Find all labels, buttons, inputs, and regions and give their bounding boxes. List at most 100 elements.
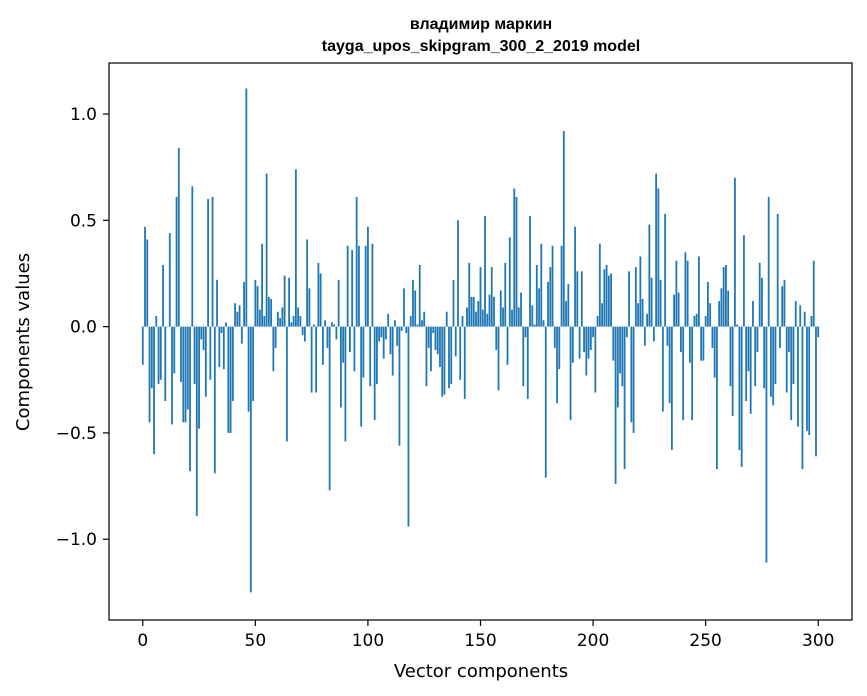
bar [317,262,320,327]
x-tick-label: 250 [689,631,721,651]
bar [263,315,266,327]
bar [675,260,678,327]
bar [569,326,572,421]
bar [416,324,419,327]
bar [526,326,529,399]
bar [702,326,705,361]
bar [592,326,594,338]
bar [459,326,462,380]
bar [207,199,209,327]
bar [779,326,781,348]
bar [396,326,399,346]
bar [553,326,556,348]
bar [272,326,275,372]
bar [380,326,383,338]
bar [171,326,173,425]
bar [382,326,385,359]
bar [141,326,144,365]
bar [335,326,338,340]
bar [346,245,349,327]
bar [191,186,194,327]
bar [389,326,392,355]
y-axis-label: Components values [13,253,34,431]
bar [355,196,358,327]
bar [589,326,592,351]
bar [765,326,768,563]
bar [394,320,396,327]
bar [475,311,477,327]
bar [463,326,466,399]
bar [461,315,464,327]
bar [639,256,642,327]
bar [630,326,633,423]
bar [376,326,378,385]
bar [211,196,214,327]
bar [808,326,811,436]
bar [294,169,297,327]
bar [144,226,146,327]
bar [378,326,381,342]
bar [306,239,309,327]
bar [292,315,295,327]
bar [508,237,511,327]
bar [441,326,444,397]
bar [234,303,236,327]
bar [551,245,554,327]
bar [632,326,635,433]
bar [797,326,799,427]
bar [574,226,576,327]
bar [695,313,698,327]
bar [646,313,649,327]
bar [601,303,603,327]
bar [725,264,727,327]
bar [740,326,743,467]
bar [439,326,441,368]
chart-title: владимир маркин [410,16,552,33]
bar [580,271,583,327]
bar [682,326,685,421]
bar [308,288,311,327]
bar [531,305,534,327]
bar [817,326,820,338]
y-tick-label: −0.5 [56,424,97,444]
bar [184,326,187,423]
bar [340,326,342,408]
bar [173,326,176,374]
bar [815,326,817,457]
bar [331,322,333,327]
bar [612,326,615,361]
bar [443,326,446,395]
bar [157,326,160,385]
bar [668,326,671,404]
bar [371,243,374,327]
bar [279,318,282,327]
bar [155,315,158,327]
bar [700,326,703,361]
bar [423,311,426,327]
bar [794,301,797,327]
bar [549,267,552,327]
bar [225,322,227,327]
bar [522,326,525,387]
bar [767,196,770,327]
bar [711,326,714,348]
bar [333,324,336,327]
bar [324,320,327,327]
bar [616,326,619,408]
x-tick-label: 300 [802,631,834,651]
bar [734,177,736,327]
bar [578,326,581,359]
bar [227,326,230,433]
bar [513,188,516,327]
bar [499,290,502,327]
bar [556,326,558,404]
bar [540,243,543,327]
bar [709,303,712,327]
bar [301,326,304,336]
bar [641,298,644,327]
bar [698,256,700,327]
bar [290,322,293,327]
bar [353,326,356,372]
bar [216,279,218,327]
bar [558,326,561,370]
